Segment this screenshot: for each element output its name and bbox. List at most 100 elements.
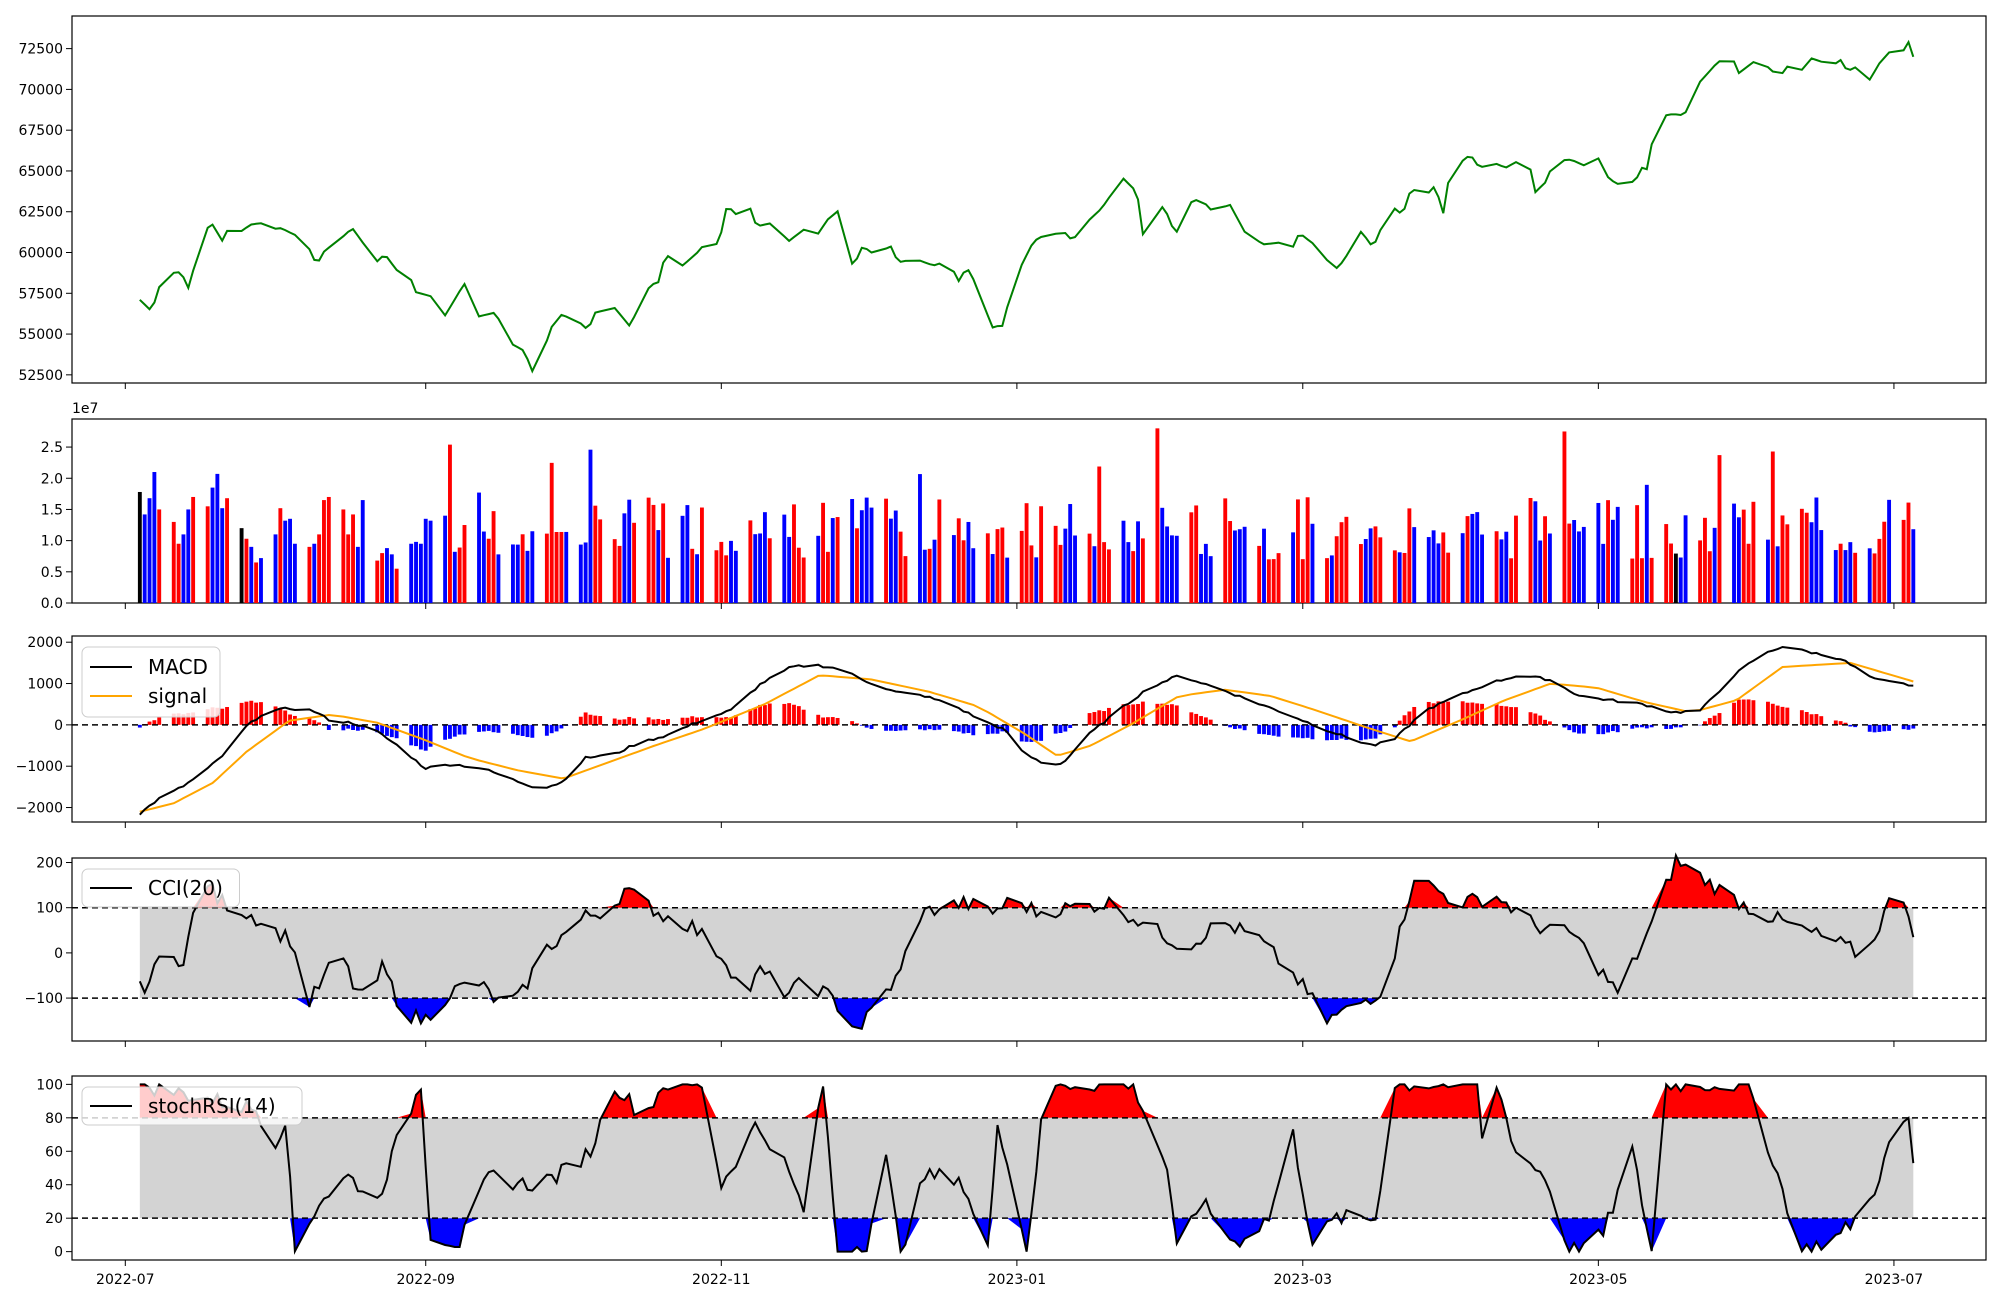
macd-histogram-bar [481,724,486,732]
macd-histogram-bar [1509,707,1514,725]
macd-histogram-bar [598,716,603,725]
volume-bar [1232,530,1237,603]
macd-histogram-bar [1819,716,1824,725]
macd-histogram-bar [1431,703,1436,725]
x-tick-label: 2022-11 [692,1272,751,1288]
macd-histogram-bar [1208,719,1213,725]
volume-bar [443,515,448,603]
volume-ytick-label: 1.5 [41,502,63,518]
volume-bar [341,509,346,603]
stochrsi-oversold-fill [139,1218,1914,1252]
macd-histogram-bar [239,702,244,725]
macd-histogram-bar [1325,724,1329,741]
volume-bar [1504,531,1509,603]
cci-band [139,907,1914,999]
macd-histogram-bar [729,717,733,725]
macd-histogram-bar [1368,724,1373,739]
volume-bar [1107,549,1111,603]
macd-histogram-bar [1373,724,1378,739]
volume-bar [1291,532,1296,603]
macd-histogram-bar [888,724,893,731]
volume-bar [1514,515,1518,603]
macd-histogram-bar [1567,724,1572,731]
stochrsi-legend: stochRSI(14) [81,1086,303,1126]
macd-histogram-bar [1126,705,1131,725]
macd-histogram-bar [511,724,515,734]
volume-bar [259,558,263,603]
volume-bar [1266,559,1271,603]
volume-bar [927,548,932,603]
volume-ytick-label: 1.0 [41,534,63,550]
volume-bar [418,543,423,603]
macd-histogram-bar [932,724,937,731]
volume-bar [428,520,433,603]
volume-bar [152,472,157,603]
price-ytick-label: 62500 [18,205,63,221]
volume-bar [782,514,787,603]
volume-bar [588,449,593,603]
volume-bar [317,534,322,603]
macd-histogram-bar [816,714,821,725]
volume-bar [646,497,651,603]
volume-panel: 0.0 0.5 1.0 1.5 2.0 2.5 1e7 [41,401,1987,612]
macd-histogram-bar [375,724,380,733]
macd-histogram-bar [346,724,351,729]
macd-histogram-bar [1053,724,1058,734]
volume-bar [380,553,385,603]
macd-histogram-bar [341,724,346,731]
volume-bar [278,508,283,603]
volume-bar [1606,500,1610,603]
volume-bar [1635,505,1640,603]
macd-histogram-bar [1262,724,1266,735]
volume-bar [1131,551,1136,603]
macd-histogram-bar [646,717,651,725]
macd-histogram-bar [1397,720,1402,725]
volume-bar [312,543,317,603]
macd-histogram-bar [394,724,399,739]
stochrsi-line [139,1082,1915,1255]
stochrsi-ytick-label: 80 [45,1111,63,1127]
volume-bar [699,507,704,603]
volume-bar [1005,557,1010,603]
volume-bar [515,544,520,603]
macd-ytick-label: −2000 [16,801,63,817]
macd-histogram-bar [1572,724,1577,733]
volume-bar [1538,540,1543,603]
volume-bar [1804,512,1809,603]
macd-histogram-bar [244,701,249,725]
legend-label: MACD [148,655,208,679]
macd-histogram-bar [418,724,423,750]
macd-histogram-bar [355,724,360,731]
macd-histogram-bar [1228,724,1233,728]
volume-bar [869,507,874,603]
volume-bar [1310,523,1315,603]
volume-bar [1770,451,1775,603]
volume-bar [1712,527,1717,603]
macd-histogram-bar [1736,699,1741,725]
volume-bar [157,509,162,603]
macd-histogram-bar [1635,724,1640,728]
macd-histogram-bar [792,704,796,725]
macd-histogram-bar [1402,715,1407,725]
volume-bar [855,528,859,603]
volume-bar [1092,546,1097,603]
macd-histogram-bar [1155,703,1160,725]
macd-histogram-bar [762,705,767,725]
macd-histogram-bar [1189,712,1194,725]
volume-bar [1262,528,1266,603]
volume-bar [1741,509,1746,603]
volume-bar [1669,543,1673,603]
volume-bar [617,545,622,603]
macd-histogram-bar [1843,722,1848,725]
macd-histogram-bar [191,712,196,725]
volume-bar [423,518,428,603]
cci-line [138,852,1915,1031]
macd-histogram-bar [830,717,835,725]
macd-histogram-bar [360,724,365,730]
macd-histogram-bar [176,713,181,725]
volume-bar [215,473,220,603]
volume-bar [205,506,210,603]
macd-histogram-bar [1887,724,1892,731]
macd-histogram-bar [651,719,656,725]
macd-histogram-bar [448,724,452,739]
